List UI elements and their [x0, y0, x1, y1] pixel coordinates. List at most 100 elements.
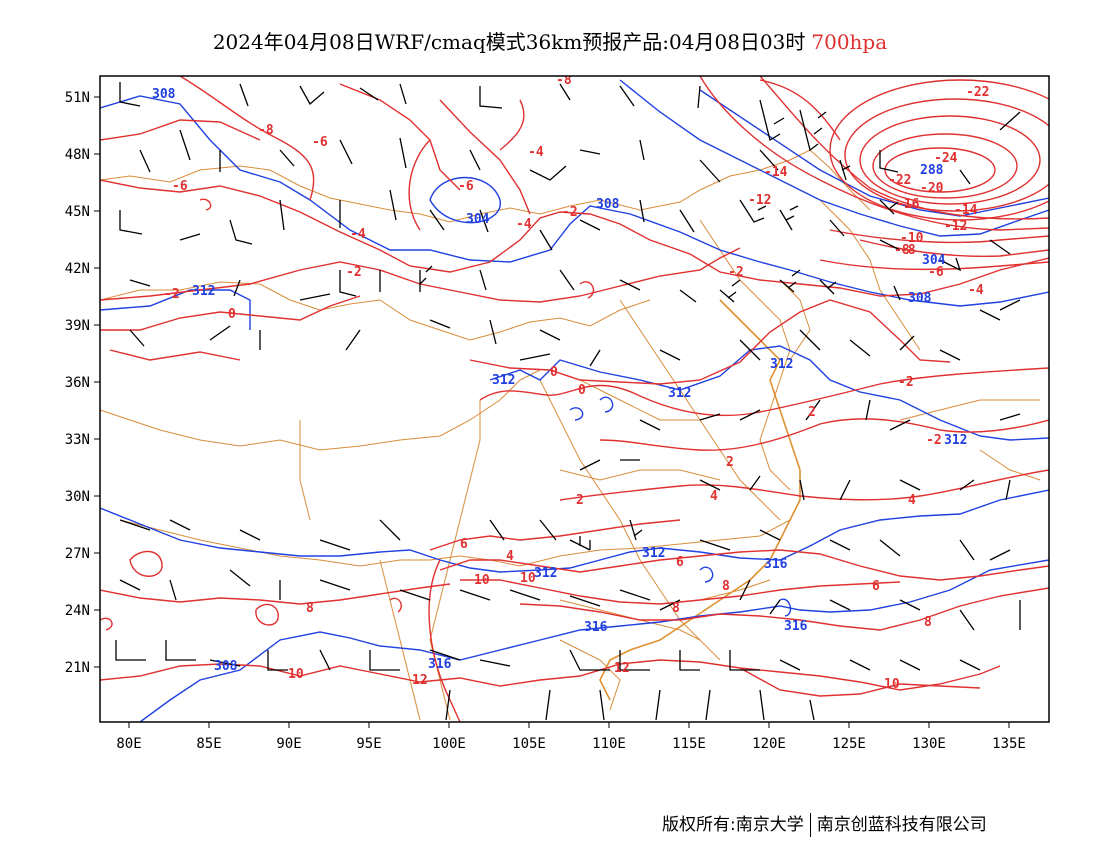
lon-label: 95E [356, 736, 381, 752]
temp-label: -4 [516, 217, 532, 232]
temp-label: 10 [288, 667, 304, 682]
temp-label: -12 [944, 219, 967, 234]
lon-label: 125E [832, 736, 866, 752]
height-label: 304 [922, 253, 946, 268]
lat-label: 42N [65, 261, 90, 277]
lon-label: 120E [752, 736, 786, 752]
copyright-owner: 版权所有:南京大学 [662, 815, 804, 835]
height-label: 312 [770, 357, 793, 372]
height-label: 312 [192, 284, 215, 299]
height-label: 312 [944, 433, 967, 448]
temp-label: 8 [924, 615, 932, 630]
temp-label: -2 [926, 433, 942, 448]
temp-label: 6 [872, 579, 880, 594]
lon-label: 100E [432, 736, 466, 752]
height-label: 316 [428, 657, 452, 672]
temp-label: 0 [578, 383, 586, 398]
temp-label: -4 [528, 145, 544, 160]
temp-label: -20 [920, 181, 944, 196]
temp-label: -8 [556, 73, 572, 88]
temp-label: 2 [726, 455, 734, 470]
temp-label: 6 [460, 537, 468, 552]
low-pressure-isotherms [699, 76, 1049, 271]
height-label: 316 [784, 619, 808, 634]
temp-label: -6 [172, 179, 188, 194]
temp-label: 2 [808, 405, 816, 420]
height-label: 316 [764, 557, 788, 572]
lat-label: 24N [65, 603, 90, 619]
lat-label: 21N [65, 660, 90, 676]
wind-barbs [115, 82, 1021, 721]
lat-label: 36N [65, 375, 90, 391]
temp-label: 12 [614, 661, 630, 676]
copyright-company: 南京创蓝科技有限公司 [816, 815, 987, 835]
temp-label: 10 [520, 571, 536, 586]
temp-label: -24 [934, 151, 958, 166]
lon-labels: 80E 85E 90E 95E 100E 105E 110E 115E 120E… [116, 736, 1026, 752]
temp-label: -10 [900, 231, 924, 246]
temp-label: -8 [894, 243, 910, 258]
height-label: 312 [668, 386, 691, 401]
temp-label: 8 [306, 601, 314, 616]
lat-label: 48N [65, 147, 90, 163]
height-label: 308 [152, 87, 176, 102]
temp-label: 10 [474, 573, 490, 588]
temp-label: 4 [710, 489, 718, 504]
temp-label: -2 [898, 375, 914, 390]
lat-labels: 51N 48N 45N 42N 39N 36N 33N 30N 27N 24N … [65, 90, 90, 676]
temp-label: -4 [350, 227, 366, 242]
lon-label: 80E [116, 736, 141, 752]
temp-label: 4 [908, 493, 916, 508]
lat-label: 33N [65, 432, 90, 448]
height-label: 308 [214, 659, 238, 674]
temp-label: 0 [550, 365, 558, 380]
temp-label: -6 [458, 179, 474, 194]
temp-label: 12 [412, 673, 428, 688]
height-label: 308 [908, 291, 932, 306]
temp-label: -2 [164, 287, 180, 302]
temp-label: -14 [764, 165, 788, 180]
temp-label: -2 [728, 265, 744, 280]
lon-label: 110E [592, 736, 626, 752]
lat-label: 51N [65, 90, 90, 106]
temp-label: -8 [258, 123, 274, 138]
lat-label: 45N [65, 204, 90, 220]
height-label: 308 [596, 197, 620, 212]
temp-label: 8 [672, 601, 680, 616]
temperature-contours [100, 76, 1049, 722]
copyright-footer: 版权所有:南京大学 南京创蓝科技有限公司 [662, 810, 987, 837]
title-main: 2024年04月08日WRF/cmaq模式36km预报产品:04月08日03时 [212, 30, 806, 54]
temp-label: 2 [576, 493, 584, 508]
lat-ticks [94, 96, 100, 668]
temp-label: 8 [722, 579, 730, 594]
temp-label: 6 [676, 555, 684, 570]
lon-label: 105E [512, 736, 546, 752]
height-label: 304 [466, 212, 490, 227]
temp-label: 10 [884, 677, 900, 692]
plot-frame [99, 75, 1050, 723]
temp-label: -6 [312, 135, 328, 150]
temp-label: -16 [896, 197, 920, 212]
boundary-lines [100, 149, 1041, 721]
height-label: 312 [534, 566, 557, 581]
temp-label: -22 [966, 85, 989, 100]
height-label: 312 [492, 373, 515, 388]
temp-label: -12 [748, 193, 771, 208]
map-title: 2024年04月08日WRF/cmaq模式36km预报产品:04月08日03时 7… [0, 26, 1100, 55]
temp-label: 0 [228, 307, 236, 322]
coastline [599, 299, 801, 701]
temp-label: -8 [900, 243, 916, 258]
footer-divider [809, 813, 811, 837]
temp-label: 4 [506, 549, 514, 564]
lon-ticks [128, 722, 1010, 728]
lon-label: 115E [672, 736, 706, 752]
temperature-labels: -8 -6 -6 -8 -4 -6 -4 -2 -4 -2 -2 0 0 0 2… [164, 73, 989, 692]
height-label: 312 [642, 546, 665, 561]
pressure-level: 700hpa [811, 30, 888, 54]
lon-label: 85E [196, 736, 221, 752]
temp-label: -14 [954, 203, 978, 218]
lat-label: 27N [65, 546, 90, 562]
lon-label: 135E [992, 736, 1026, 752]
temp-label: -2 [562, 205, 578, 220]
